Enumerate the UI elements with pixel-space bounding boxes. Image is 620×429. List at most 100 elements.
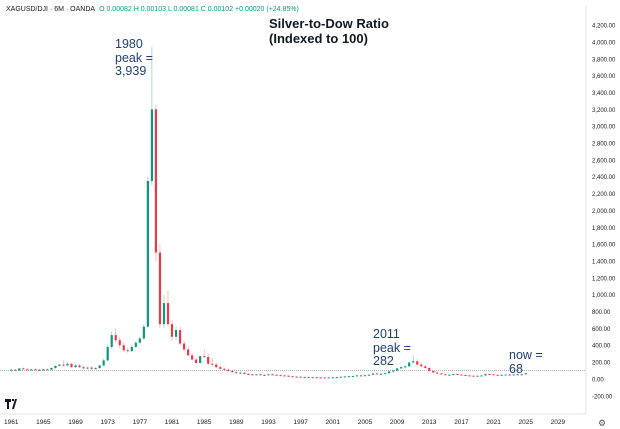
candle-body (355, 375, 359, 377)
candle-body (174, 330, 178, 337)
candle-body (283, 375, 286, 377)
x-tick-label: 2021 (486, 419, 501, 426)
annotation-now: now = 68 (509, 348, 543, 376)
annotation-line: 1980 (115, 37, 143, 51)
candle-body (291, 376, 294, 378)
candle-body (215, 364, 218, 368)
x-tick-label: 2001 (326, 419, 341, 426)
candle-body (154, 109, 158, 253)
candle-body (62, 364, 65, 366)
y-tick-label: 0.00 (592, 377, 604, 383)
candle-body (118, 340, 121, 346)
candle-body (351, 376, 354, 378)
candle-body (158, 252, 162, 325)
candle-body (98, 365, 101, 368)
candle-body (78, 365, 81, 368)
candle-body (448, 374, 451, 376)
candle-body (82, 367, 85, 369)
x-tick-label: 1989 (229, 419, 244, 426)
candle-body (146, 180, 149, 327)
x-tick-label: 1973 (100, 419, 115, 426)
candle-body (142, 326, 145, 339)
candle-body (90, 367, 93, 369)
y-tick-label: 2,600.00 (592, 158, 616, 164)
y-tick-label: 3,000.00 (592, 125, 616, 131)
candle-body (472, 375, 475, 377)
y-tick-label: 2,000.00 (592, 209, 616, 215)
y-tick-label: 1,800.00 (592, 226, 616, 232)
candle-body (311, 377, 314, 379)
candle-body (512, 374, 515, 376)
candle-body (191, 355, 194, 360)
candle-body (520, 374, 523, 376)
candle-body (379, 373, 383, 375)
symbol-label[interactable]: XAGUSD/DJI · 6M · OANDA (6, 5, 96, 13)
candle-body (404, 366, 407, 368)
candle-body (432, 370, 435, 373)
candle-body (383, 373, 387, 375)
candle-body (54, 365, 57, 368)
candle-body (508, 374, 511, 376)
y-tick-label: 3,800.00 (592, 57, 616, 63)
x-tick-label: 2025 (519, 419, 534, 426)
candle-body (239, 372, 242, 374)
candle-body (110, 335, 113, 347)
candle-body (195, 359, 198, 363)
ohlc-readout: O 0.00082 H 0.00103 L 0.00081 C 0.00102 … (99, 5, 299, 13)
candle-body (516, 374, 519, 376)
candle-body (207, 357, 210, 364)
candle-body (363, 375, 367, 377)
candle-body (460, 374, 463, 376)
candle-body (34, 369, 37, 371)
x-tick-label: 1969 (68, 419, 83, 426)
candle-body (50, 367, 53, 370)
candle-body (259, 374, 262, 376)
gear-icon[interactable]: ⚙ (598, 418, 607, 428)
candle-body (130, 346, 133, 352)
candle-body (255, 374, 258, 376)
y-tick-label: 4,000.00 (592, 40, 616, 46)
y-tick-label: 2,200.00 (592, 192, 616, 198)
candle-body (416, 361, 419, 365)
y-tick-label: 400.00 (592, 344, 611, 350)
candle-body (231, 370, 234, 373)
y-tick-label: 200.00 (592, 361, 611, 367)
candle-body (114, 335, 117, 341)
candle-body (287, 375, 290, 377)
candle-body (251, 374, 254, 376)
candle-body (331, 377, 334, 379)
y-tick-label: 600.00 (592, 327, 611, 333)
y-tick-label: 2,800.00 (592, 142, 616, 148)
candle-body (464, 374, 467, 376)
candle-body (468, 375, 471, 377)
candle-body (42, 369, 45, 371)
candle-body (182, 343, 186, 350)
candle-body (400, 367, 403, 369)
annotation-line: 3,939 (115, 64, 147, 78)
candle-body (58, 364, 61, 366)
candle-body (243, 372, 246, 374)
candle-body (496, 374, 499, 376)
y-tick-label: 2,400.00 (592, 175, 616, 181)
candle-body (102, 360, 105, 366)
candle-body (279, 375, 282, 377)
x-tick-label: 2009 (390, 419, 405, 426)
annotation-line: 282 (373, 354, 394, 368)
y-tick-label: 1,400.00 (592, 259, 616, 265)
candle-body (440, 373, 443, 375)
candle-body (219, 367, 222, 369)
candle-body (26, 369, 29, 371)
candle-body (412, 361, 415, 363)
tradingview-logo-icon[interactable] (5, 399, 21, 412)
candle-body (22, 368, 25, 370)
candle-body (74, 365, 77, 368)
candle-body (480, 375, 483, 377)
candle-body (14, 369, 17, 371)
x-tick-label: 1993 (261, 419, 276, 426)
candle-body (500, 374, 503, 376)
candle-body (391, 370, 395, 372)
chart-title: Silver-to-Dow Ratio (Indexed to 100) (269, 16, 389, 46)
candle-body (166, 303, 170, 325)
annotation-1980-peak: 1980 peak = 3,939 (115, 37, 153, 79)
